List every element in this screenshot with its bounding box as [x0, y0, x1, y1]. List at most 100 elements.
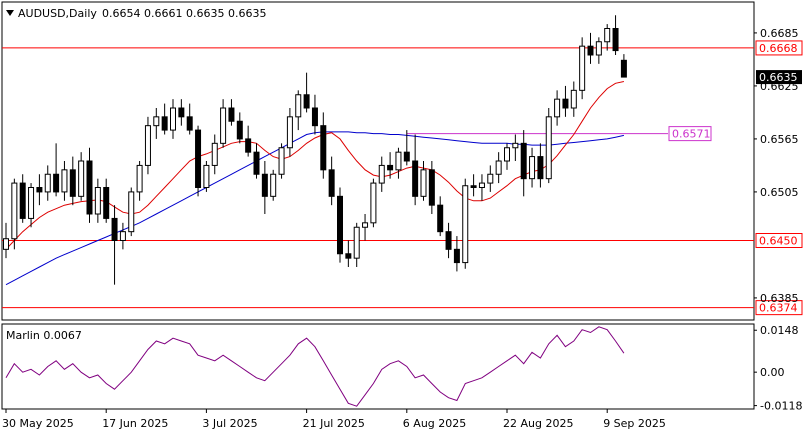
candle[interactable]	[428, 161, 435, 214]
marlin-line	[5, 326, 625, 407]
indicator-title: Marlin 0.0067	[6, 329, 82, 342]
candle[interactable]	[153, 108, 160, 139]
candle[interactable]	[178, 99, 185, 126]
candle[interactable]	[44, 165, 51, 201]
candle[interactable]	[320, 112, 327, 179]
time-tick-label: 21 Jul 2025	[303, 417, 365, 430]
level-price-label: 0.6668	[759, 42, 798, 55]
candle[interactable]	[587, 32, 594, 64]
candle[interactable]	[478, 174, 485, 201]
candle[interactable]	[286, 108, 293, 157]
indicator-tick-label: 0.00	[760, 366, 785, 379]
candle[interactable]	[136, 161, 143, 201]
candle[interactable]	[245, 125, 252, 157]
candle[interactable]	[53, 143, 60, 197]
symbol-label: AUDUSD,Daily	[18, 7, 97, 20]
candle[interactable]	[161, 103, 168, 135]
candle[interactable]	[303, 72, 310, 113]
candle[interactable]	[170, 99, 176, 139]
candle[interactable]	[387, 152, 394, 179]
price-tick-label: 0.6565	[760, 133, 799, 146]
candle[interactable]	[144, 116, 151, 175]
price-tick-label: 0.6385	[760, 292, 799, 305]
candle[interactable]	[362, 214, 369, 241]
candle[interactable]	[195, 125, 202, 197]
price-panel	[1, 1, 755, 321]
candle[interactable]	[28, 183, 35, 228]
candle[interactable]	[453, 236, 460, 272]
candle[interactable]	[261, 161, 268, 214]
candles	[3, 15, 627, 285]
candle[interactable]	[395, 147, 402, 179]
candle[interactable]	[119, 222, 126, 250]
candle[interactable]	[337, 187, 343, 263]
candle[interactable]	[579, 37, 586, 100]
candle[interactable]	[529, 147, 536, 188]
candle[interactable]	[545, 108, 552, 184]
candle[interactable]	[604, 24, 611, 51]
candle[interactable]	[11, 178, 18, 250]
collapse-triangle-icon[interactable]	[6, 10, 14, 16]
candle[interactable]	[253, 143, 260, 179]
time-tick-label: 6 Aug 2025	[403, 417, 466, 430]
candle[interactable]	[228, 99, 235, 126]
ohlc-readout: 0.6654 0.6661 0.6635 0.6635	[102, 7, 266, 20]
candle[interactable]	[570, 81, 577, 117]
candle[interactable]	[103, 178, 110, 223]
candle[interactable]	[595, 37, 602, 64]
level-price-box	[755, 300, 803, 316]
candle[interactable]	[311, 94, 318, 135]
candle[interactable]	[270, 169, 277, 201]
candle[interactable]	[3, 222, 9, 259]
indicator-tick-label: -0.0118	[760, 400, 802, 413]
candle[interactable]	[378, 156, 385, 192]
candle[interactable]	[128, 187, 135, 237]
candle[interactable]	[470, 174, 477, 197]
candle[interactable]	[278, 143, 285, 179]
candle[interactable]	[78, 152, 85, 201]
candle[interactable]	[537, 143, 544, 188]
level-price-label: 0.6374	[759, 302, 798, 315]
candle[interactable]	[412, 134, 419, 206]
candle[interactable]	[504, 143, 510, 170]
candle[interactable]	[111, 205, 118, 285]
candle[interactable]	[420, 161, 427, 201]
indicator-tick-label: 0.0148	[760, 324, 799, 337]
time-axis: 30 May 2025 17 Jun 2025 3 Jul 2025 21 Jul 2…	[2, 409, 666, 430]
candle[interactable]	[328, 156, 335, 206]
candle[interactable]	[620, 54, 627, 78]
marlin-indicator: 0.0148 0.00 -0.0118	[5, 324, 802, 413]
candle[interactable]	[69, 156, 76, 206]
candle[interactable]	[295, 90, 302, 131]
candle[interactable]	[36, 174, 43, 206]
candle[interactable]	[186, 103, 193, 135]
candle[interactable]	[437, 196, 444, 237]
candle[interactable]	[203, 161, 210, 192]
candle[interactable]	[612, 15, 619, 55]
candle[interactable]	[353, 222, 360, 267]
candle[interactable]	[94, 178, 101, 223]
candle[interactable]	[554, 90, 561, 126]
candle[interactable]	[520, 130, 527, 197]
candle[interactable]	[236, 112, 243, 144]
candle[interactable]	[86, 147, 93, 223]
candle[interactable]	[211, 134, 218, 175]
level-price-label: 0.6571	[672, 128, 711, 141]
candle[interactable]	[370, 178, 377, 228]
candle[interactable]	[403, 130, 410, 166]
candle[interactable]	[19, 174, 26, 223]
candle[interactable]	[495, 152, 502, 184]
candle[interactable]	[61, 161, 68, 201]
candle[interactable]	[462, 178, 469, 269]
candle[interactable]	[512, 134, 519, 162]
candle[interactable]	[220, 99, 227, 148]
candle[interactable]	[445, 222, 452, 259]
candle[interactable]	[562, 85, 569, 117]
candle[interactable]	[345, 240, 352, 268]
time-tick-label: 3 Jul 2025	[202, 417, 257, 430]
indicator-panel	[1, 323, 755, 410]
candle[interactable]	[487, 165, 494, 192]
current-price-label: 0.6635	[759, 71, 798, 84]
